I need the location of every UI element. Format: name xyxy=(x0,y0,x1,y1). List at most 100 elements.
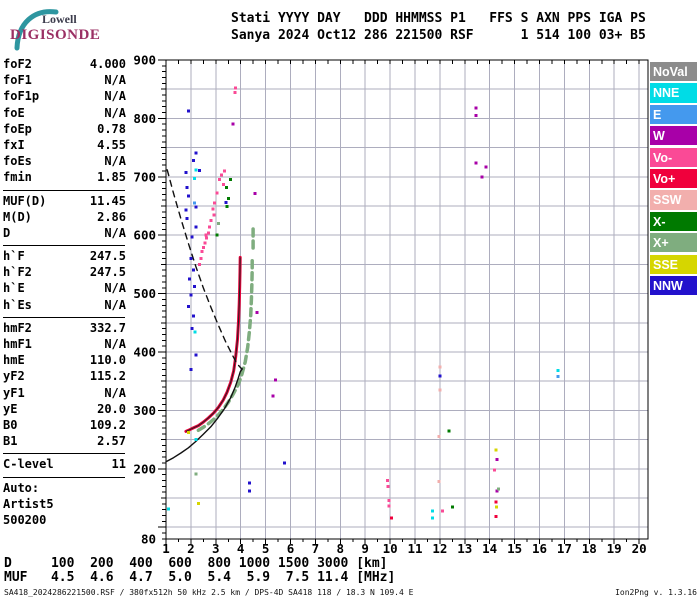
param-value: N/A xyxy=(104,225,126,240)
param-value: 11 xyxy=(111,457,126,472)
echo-dots-x+ xyxy=(194,222,500,491)
param-row-b1: B1 2.57 xyxy=(3,434,126,450)
param-row-h-e: h`E N/A xyxy=(3,281,126,297)
svg-text:20: 20 xyxy=(632,541,647,556)
echo-dots-x- xyxy=(215,178,454,509)
param-value: N/A xyxy=(104,281,126,296)
param-label: C-level xyxy=(3,457,54,472)
svg-text:6: 6 xyxy=(287,541,295,556)
header-field-names: Stati YYYY DAY DDD HHMMSS P1 FFS S AXN P… xyxy=(231,11,646,26)
param-row-h-es: h`Es N/A xyxy=(3,298,126,314)
svg-text:600: 600 xyxy=(133,228,156,243)
param-label: foF1 xyxy=(3,73,32,88)
echo-dots-vo+ xyxy=(389,500,498,520)
param-value: 247.5 xyxy=(89,249,126,264)
legend-item-ssw: SSW xyxy=(650,190,697,210)
svg-text:7: 7 xyxy=(312,541,320,556)
param-value: 109.2 xyxy=(89,417,126,432)
svg-text:2: 2 xyxy=(187,541,195,556)
y-axis-labels: 900 800 700 600 500 400 300 200 80 xyxy=(133,53,156,547)
param-label: fmin xyxy=(3,170,32,185)
legend-label: X+ xyxy=(653,236,669,251)
logo-digisonde-text: DIGISONDE xyxy=(10,27,101,43)
param-label: hmF1 xyxy=(3,337,32,351)
param-value: N/A xyxy=(104,154,126,169)
legend-label: SSW xyxy=(653,193,682,208)
echo-dots-nnw xyxy=(184,109,442,493)
param-value: 0.78 xyxy=(97,121,126,136)
param-label: hmE xyxy=(3,353,25,368)
legend-item-sse: SSE xyxy=(650,254,697,274)
param-row-fmin: fmin 1.85 xyxy=(3,170,126,186)
legend-label: NoVal xyxy=(653,65,688,79)
legend-label: W xyxy=(653,129,665,144)
param-row-m-d-: M(D) 2.86 xyxy=(3,210,126,226)
param-label: yF2 xyxy=(3,369,25,384)
param-label: Artist5 xyxy=(3,496,54,511)
svg-text:800: 800 xyxy=(133,111,156,126)
legend-label: NNW xyxy=(653,278,683,293)
logo-arc-icon xyxy=(14,9,59,51)
param-row-fof1: foF1 N/A xyxy=(3,73,126,89)
echo-direction-legend: NoVal NNE E W Vo- Vo+ SSW X- X+ SSE NNW xyxy=(650,62,697,297)
echo-dots-w xyxy=(231,106,499,493)
legend-label: X- xyxy=(653,214,666,229)
param-value: 11.45 xyxy=(89,193,126,208)
param-value: N/A xyxy=(104,105,126,120)
param-divider xyxy=(3,476,125,478)
param-divider xyxy=(3,189,125,191)
echo-dots-sse xyxy=(186,431,499,509)
legend-item-w: W xyxy=(650,126,697,146)
param-label: 500200 xyxy=(3,512,47,527)
param-label: h`F2 xyxy=(3,265,32,280)
param-row-yf2: yF2 115.2 xyxy=(3,369,126,385)
param-row-ye: yE 20.0 xyxy=(3,402,126,418)
svg-text:400: 400 xyxy=(133,345,156,360)
svg-text:80: 80 xyxy=(141,531,156,546)
param-label: foE xyxy=(3,105,25,120)
param-row-c-level: C-level 11 xyxy=(3,457,126,473)
param-divider xyxy=(3,316,125,318)
svg-text:14: 14 xyxy=(482,541,497,556)
param-label: MUF(D) xyxy=(3,193,47,208)
param-value: 110.0 xyxy=(89,353,126,368)
echo-dots-vo- xyxy=(198,86,497,513)
svg-text:17: 17 xyxy=(557,541,572,556)
svg-text:11: 11 xyxy=(407,541,422,556)
echo-dots-ssw xyxy=(437,365,442,484)
x-axis-labels: 1 2 3 4 5 6 7 8 9 10 11 12 13 14 15 16 17 18 19 20 xyxy=(162,541,646,556)
logo-lowell-text: Lowell xyxy=(42,12,77,26)
param-value: 4.55 xyxy=(97,137,126,152)
param-label: fxI xyxy=(3,137,25,152)
param-row-500200: 500200 xyxy=(3,513,126,529)
param-label: h`Es xyxy=(3,297,32,312)
legend-item-vo-: Vo- xyxy=(650,147,697,167)
legend-label: SSE xyxy=(653,257,679,272)
svg-text:18: 18 xyxy=(582,541,597,556)
param-row-foe: foE N/A xyxy=(3,106,126,122)
series-o-trace-core xyxy=(185,257,241,432)
svg-text:9: 9 xyxy=(361,541,369,556)
svg-text:900: 900 xyxy=(133,53,156,68)
muf-row: MUF 4.5 4.6 4.7 5.0 5.4 5.9 7.5 11.4 [MH… xyxy=(4,570,396,585)
param-label: Auto: xyxy=(3,480,40,495)
legend-item-x+: X+ xyxy=(650,233,697,253)
param-label: foF1p xyxy=(3,89,40,104)
param-row-muf-d-: MUF(D) 11.45 xyxy=(3,194,126,210)
param-label: h`F xyxy=(3,249,25,264)
param-value: 20.0 xyxy=(97,401,126,416)
param-row-hme: hmE 110.0 xyxy=(3,353,126,369)
header-field-values: Sanya 2024 Oct12 286 221500 RSF 1 514 10… xyxy=(231,28,646,43)
grid-lines xyxy=(166,60,648,539)
param-row-d: D N/A xyxy=(3,226,126,242)
series-topside-model xyxy=(166,169,243,370)
series-x-trace xyxy=(196,255,254,433)
param-value: 4.000 xyxy=(89,57,126,71)
param-row-hmf1: hmF1 N/A xyxy=(3,337,126,353)
param-value: N/A xyxy=(104,89,126,104)
param-label: B1 xyxy=(3,434,18,449)
svg-text:15: 15 xyxy=(507,541,522,556)
param-row-hmf2: hmF2 332.7 xyxy=(3,321,126,337)
param-label: M(D) xyxy=(3,209,32,224)
